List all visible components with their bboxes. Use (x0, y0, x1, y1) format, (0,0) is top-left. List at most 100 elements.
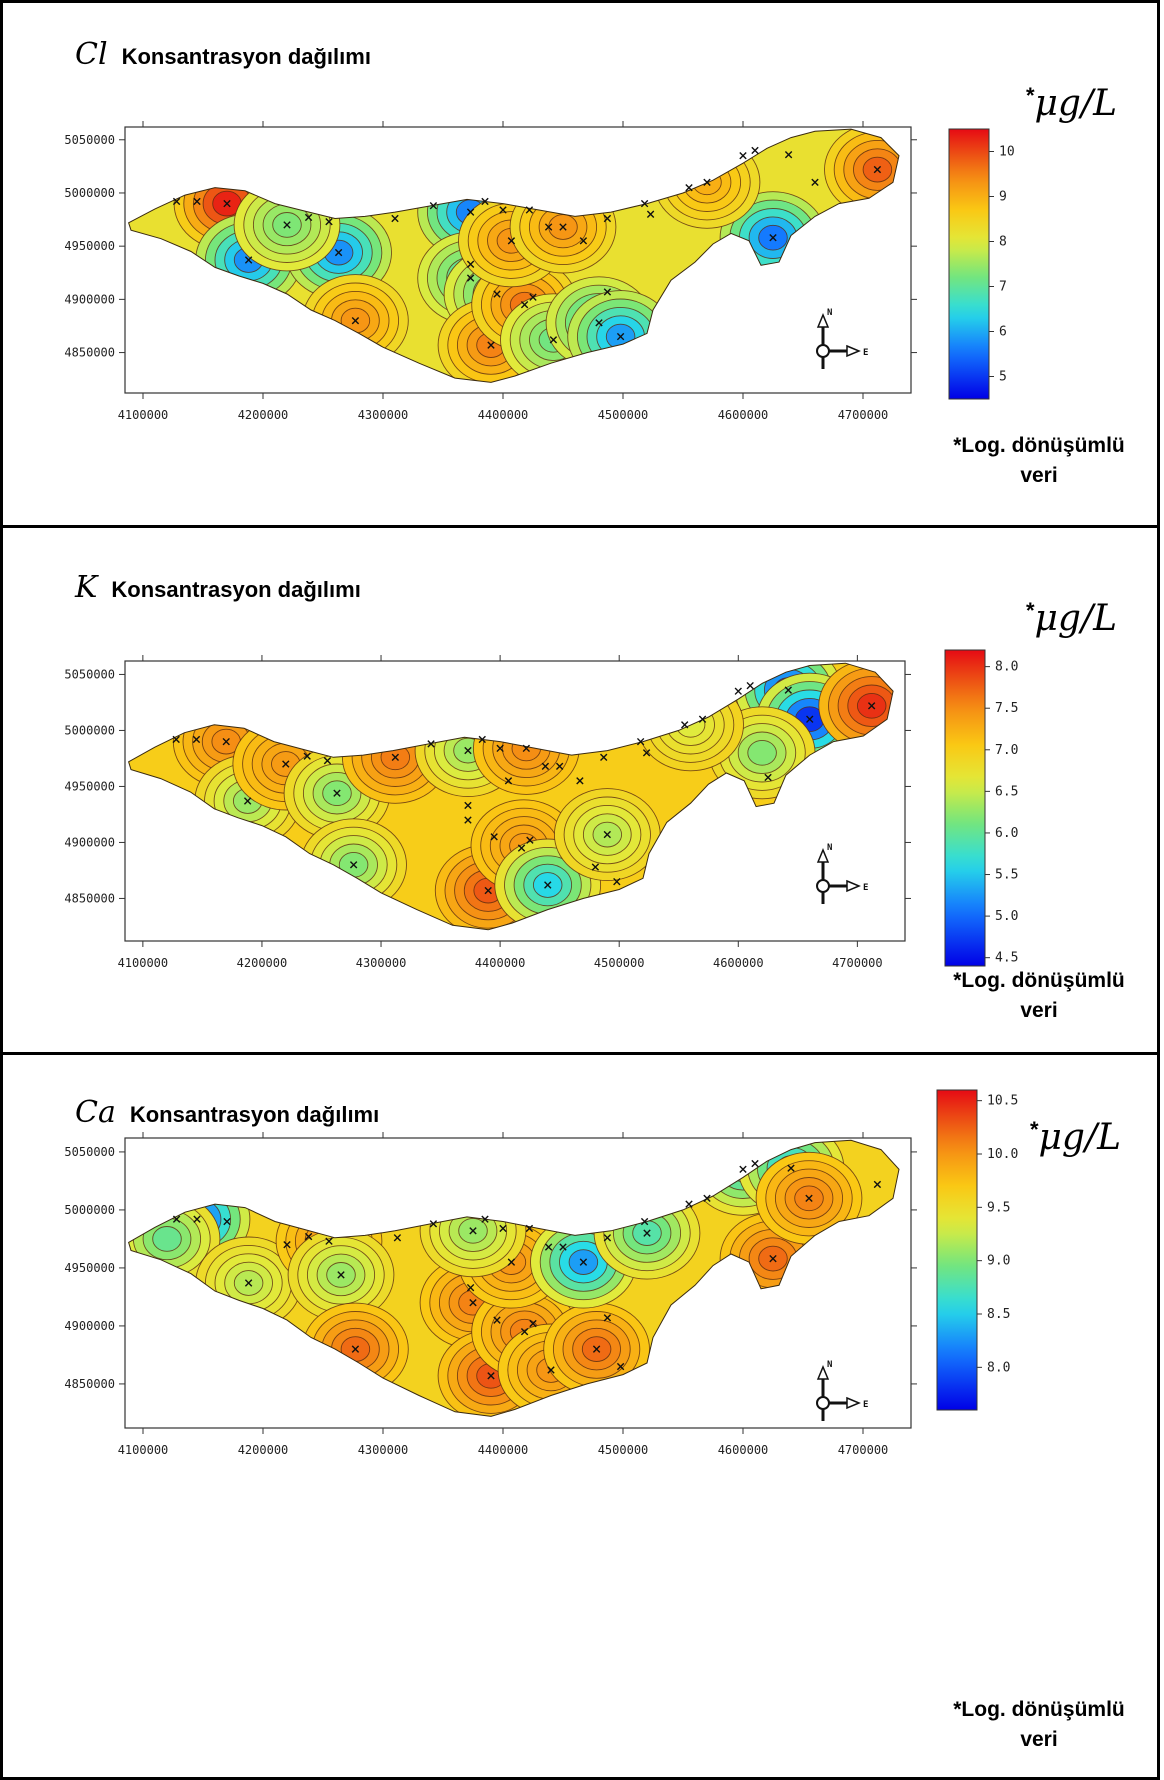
k-y-tick-label: 4850000 (64, 891, 115, 905)
k-sample-marker (464, 801, 472, 810)
cl-title: Cl Konsantrasyon dağılımı (75, 37, 371, 72)
ca-sample-marker (466, 1283, 475, 1292)
k-x-tick-label: 4500000 (594, 956, 645, 970)
k-x-tick-label: 4200000 (237, 956, 288, 970)
cl-sample-marker (493, 290, 501, 298)
cl-sample-marker (603, 214, 612, 223)
cl-sample-marker (739, 152, 747, 160)
ca-sample-marker (481, 1215, 489, 1223)
k-x-tick-label: 4600000 (713, 956, 764, 970)
k-colorbar-label: 5.0 (995, 909, 1018, 924)
k-sample-marker (192, 735, 201, 744)
cl-x-tick-label: 4300000 (358, 408, 409, 422)
ca-sample-marker (873, 1180, 882, 1189)
k-sample-marker (323, 756, 332, 765)
ca-y-tick-label: 4850000 (64, 1377, 115, 1391)
cl-sample-marker (525, 206, 534, 214)
k-north-label: N (827, 843, 832, 853)
k-sample-marker (504, 777, 513, 785)
ca-north-arrow-icon: NE (816, 1360, 868, 1421)
ca-y-tick-label: 5000000 (64, 1203, 115, 1217)
ca-sample-marker (529, 1319, 537, 1328)
k-x-tick-label: 4400000 (475, 956, 526, 970)
ca-contour (152, 1226, 182, 1252)
k-sample-marker (784, 686, 792, 694)
cl-sample-marker (223, 199, 231, 208)
k-east-label: E (863, 883, 868, 893)
ca-x-tick-label: 4200000 (238, 1443, 289, 1457)
k-sample-marker (636, 737, 645, 746)
cl-x-tick-label: 4700000 (838, 408, 889, 422)
k-sample-marker (303, 752, 311, 760)
cl-sample-marker (391, 214, 399, 223)
ca-sample-marker (244, 1279, 253, 1287)
ca-sample-marker (739, 1165, 747, 1174)
cl-title-text: Konsantrasyon dağılımı (121, 44, 371, 69)
k-colorbar-label: 4.5 (995, 951, 1018, 966)
cl-north-arrow-icon: NE (816, 308, 868, 369)
k-sample-marker (734, 687, 742, 695)
k-sample-marker (698, 715, 707, 723)
ca-note: *Log. dönüşümlü veri (953, 1698, 1125, 1751)
ca-x-tick-label: 4400000 (478, 1443, 529, 1457)
ca-sample-marker (493, 1316, 501, 1324)
cl-sample-marker (429, 202, 438, 210)
k-sample-marker (391, 753, 400, 762)
cl-north-label: N (827, 308, 832, 318)
ca-boundary (128, 1139, 900, 1417)
k-sample-marker (544, 881, 552, 889)
cl-sample-marker (487, 341, 495, 349)
cl-sample-marker (481, 197, 489, 206)
k-colorbar-label: 8.0 (995, 660, 1018, 675)
cl-colorbar (948, 128, 990, 400)
ca-y-tick-label: 5050000 (64, 1145, 115, 1159)
k-sample-marker (464, 746, 472, 755)
cl-sample-marker (466, 260, 475, 268)
ca-sample-marker (325, 1237, 333, 1245)
k-sample-marker (603, 830, 611, 839)
cl-x-tick-label: 4100000 (118, 408, 169, 422)
cl-y-tick-label: 4950000 (64, 239, 115, 253)
ca-sample-marker (751, 1159, 759, 1168)
ca-sample-marker (547, 1366, 555, 1374)
ca-title-text: Konsantrasyon dağılımı (129, 1102, 380, 1127)
k-colorbar-label: 5.5 (995, 868, 1018, 883)
ca-y-tick-label: 4900000 (64, 1319, 115, 1333)
k-title-text: Konsantrasyon dağılımı (111, 577, 361, 602)
ca-sample-marker (429, 1220, 438, 1228)
k-sample-marker (243, 797, 252, 805)
cl-y-tick-label: 5000000 (64, 186, 115, 200)
cl-sample-marker (579, 237, 588, 245)
cl-sample-marker (466, 274, 475, 282)
cl-sample-marker (685, 183, 693, 192)
ca-sample-marker (769, 1254, 777, 1263)
k-y-tick-label: 4900000 (64, 835, 115, 849)
k-y-tick-label: 5050000 (64, 667, 115, 681)
k-sample-marker (613, 877, 621, 886)
k-y-tick-label: 5000000 (64, 723, 115, 737)
k-x-tick-label: 4300000 (356, 956, 407, 970)
k-unit: *μg/L (1025, 598, 1117, 639)
ca-colorbar-label: 9.5 (987, 1200, 1010, 1215)
ca-x-tick-label: 4500000 (598, 1443, 649, 1457)
ca-sample-marker (193, 1215, 201, 1223)
k-sample-marker (484, 886, 492, 895)
ca-sample-marker (559, 1243, 567, 1251)
ca-sample-marker (499, 1224, 507, 1233)
k-symbol: K (75, 570, 98, 605)
cl-sample-marker (769, 233, 777, 242)
ca-x-tick-label: 4100000 (118, 1443, 169, 1457)
cl-boundary (127, 128, 900, 383)
cl-sample-marker (703, 178, 711, 187)
ca-symbol: Ca (75, 1095, 116, 1130)
cl-sample-marker (507, 237, 516, 245)
cl-colorbar-label: 8 (999, 235, 1007, 250)
k-sample-marker (764, 773, 772, 782)
ca-sample-marker (643, 1229, 651, 1237)
ca-sample-marker (525, 1224, 534, 1233)
cl-sample-marker (283, 221, 291, 229)
k-title: K Konsantrasyon dağılımı (75, 570, 361, 605)
cl-sample-marker (244, 256, 253, 264)
k-colorbar-label: 6.5 (995, 784, 1018, 799)
k-sample-marker (282, 760, 290, 768)
